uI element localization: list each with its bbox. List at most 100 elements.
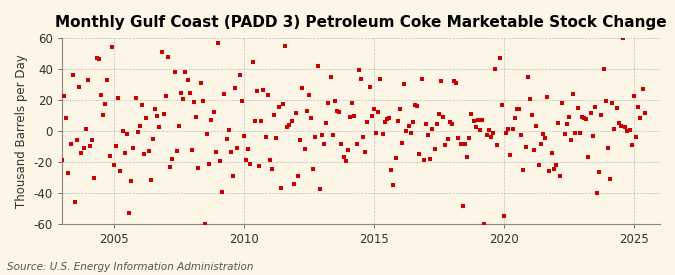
Point	[440, 143, 451, 148]
Point	[399, 82, 410, 86]
Point	[507, 127, 518, 132]
Point	[232, 146, 243, 150]
Point	[529, 148, 540, 152]
Point	[128, 146, 139, 150]
Point	[394, 107, 405, 112]
Point	[414, 152, 425, 156]
Point	[89, 175, 100, 180]
Point	[334, 110, 345, 114]
Point	[390, 156, 401, 160]
Point	[435, 79, 446, 83]
Point	[124, 211, 134, 216]
Point	[173, 123, 184, 128]
Point	[524, 97, 535, 101]
Point	[551, 163, 562, 167]
Point	[238, 134, 249, 139]
Point	[323, 101, 334, 106]
Point	[134, 124, 145, 129]
Point	[488, 131, 499, 136]
Point	[609, 127, 620, 131]
Point	[269, 112, 279, 117]
Point	[453, 136, 464, 140]
Point	[560, 132, 570, 136]
Point	[91, 56, 102, 60]
Point	[321, 120, 331, 125]
Point	[319, 141, 329, 146]
Point	[505, 153, 516, 157]
Point	[555, 174, 566, 178]
Point	[592, 191, 603, 196]
Point	[449, 79, 460, 83]
Point	[630, 135, 641, 140]
Point	[526, 113, 537, 117]
Point	[176, 91, 186, 95]
Point	[202, 131, 213, 136]
Point	[260, 135, 271, 139]
Point	[628, 94, 639, 98]
Point	[477, 118, 487, 123]
Point	[193, 166, 204, 170]
Y-axis label: Thousand Barrels per Day: Thousand Barrels per Day	[15, 54, 28, 208]
Point	[512, 106, 522, 111]
Point	[312, 64, 323, 68]
Point	[356, 77, 367, 82]
Point	[340, 158, 351, 163]
Point	[603, 145, 614, 150]
Point	[104, 153, 115, 158]
Point	[451, 81, 462, 86]
Point	[475, 128, 485, 133]
Point	[327, 133, 338, 137]
Point	[282, 125, 293, 130]
Point	[70, 200, 80, 204]
Point	[386, 168, 397, 172]
Point	[243, 147, 254, 152]
Point	[358, 135, 369, 140]
Point	[80, 127, 91, 132]
Point	[416, 77, 427, 81]
Point	[351, 141, 362, 146]
Point	[159, 111, 169, 116]
Point	[234, 73, 245, 77]
Point	[284, 123, 295, 128]
Point	[633, 104, 644, 109]
Point	[379, 120, 390, 124]
Point	[150, 106, 161, 111]
Point	[581, 117, 592, 121]
Point	[548, 167, 559, 171]
Point	[299, 147, 310, 152]
Point	[310, 135, 321, 139]
Title: Monthly Gulf Coast (PADD 3) Petroleum Coke Marketable Stock Change: Monthly Gulf Coast (PADD 3) Petroleum Co…	[55, 15, 667, 30]
Point	[427, 127, 438, 131]
Point	[315, 187, 325, 191]
Point	[186, 148, 197, 153]
Point	[304, 93, 315, 97]
Point	[373, 110, 383, 115]
Point	[492, 143, 503, 147]
Point	[574, 131, 585, 135]
Point	[540, 136, 551, 140]
Point	[423, 133, 433, 137]
Text: Source: U.S. Energy Information Administration: Source: U.S. Energy Information Administ…	[7, 262, 253, 272]
Point	[306, 116, 317, 120]
Point	[578, 116, 589, 120]
Point	[583, 155, 594, 159]
Point	[156, 50, 167, 54]
Point	[612, 106, 622, 110]
Point	[152, 114, 163, 118]
Point	[589, 105, 600, 109]
Point	[217, 190, 227, 195]
Point	[570, 130, 581, 135]
Point	[464, 135, 475, 140]
Point	[78, 145, 89, 150]
Point	[533, 163, 544, 168]
Point	[566, 138, 576, 142]
Point	[297, 86, 308, 90]
Point	[455, 141, 466, 146]
Point	[180, 70, 191, 74]
Point	[468, 119, 479, 123]
Point	[520, 145, 531, 150]
Point	[204, 161, 215, 166]
Point	[624, 128, 635, 133]
Point	[122, 132, 132, 137]
Point	[293, 174, 304, 178]
